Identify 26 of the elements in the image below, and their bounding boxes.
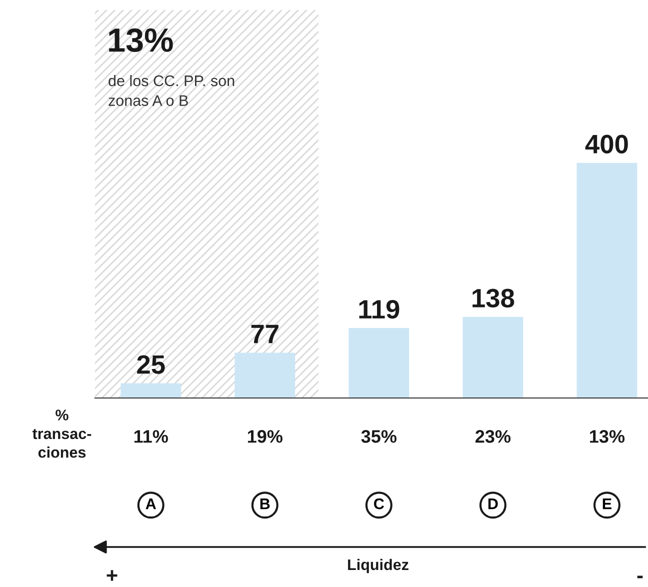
text: 11% — [134, 430, 168, 443]
data-label: 119 — [359, 300, 400, 319]
text: 13% — [590, 430, 625, 443]
bar — [348, 328, 410, 398]
bar — [234, 352, 296, 398]
x-tick-label: E — [602, 498, 612, 510]
text: - — [637, 576, 643, 578]
text: de los CC. PP. son zonas A o B — [108, 74, 234, 106]
text: 35% — [361, 430, 397, 443]
bar — [120, 383, 182, 398]
data-label: 138 — [472, 288, 514, 308]
bar — [576, 162, 638, 398]
data-label: 400 — [585, 134, 628, 154]
x-tick-label: C — [374, 498, 384, 510]
x-tick-label: A — [146, 498, 156, 510]
text: + — [106, 570, 118, 581]
data-label: 77 — [251, 324, 278, 344]
data-label: 25 — [137, 355, 165, 374]
x-tick-label: D — [488, 498, 498, 510]
text: 23% — [475, 430, 511, 443]
text: % transac- ciones — [32, 410, 92, 458]
bar — [462, 316, 524, 398]
x-tick-label: B — [260, 498, 270, 510]
text: Liquidez — [348, 558, 408, 574]
text: 13% — [109, 28, 173, 52]
text: 19% — [248, 430, 282, 443]
